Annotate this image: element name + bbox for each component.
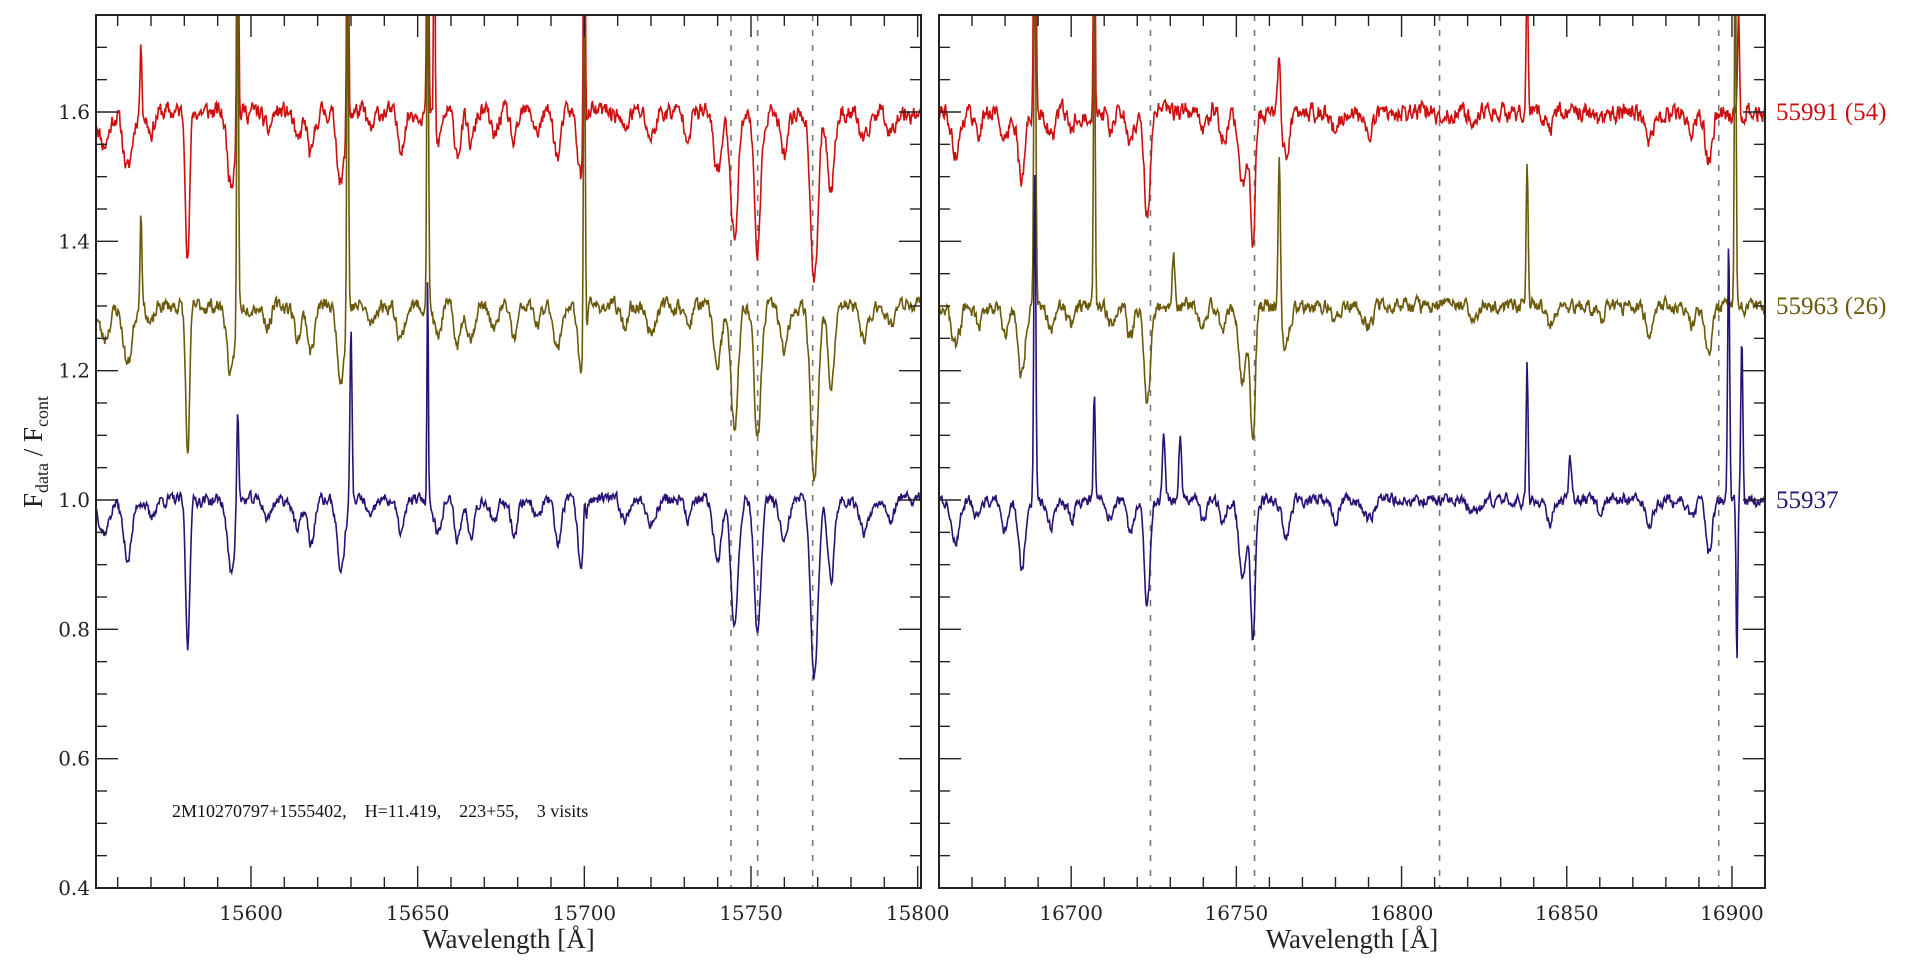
plot-frame — [938, 14, 1766, 889]
series-label: 55937 — [1776, 487, 1839, 514]
x-tick-label: 16800 — [1370, 901, 1434, 925]
y-tick-label: 1.4 — [58, 229, 90, 253]
y-tick-label: 0.8 — [58, 617, 90, 641]
spectra — [96, 15, 921, 680]
series-label: 55963 (26) — [1776, 293, 1886, 320]
spectrum-line-55963 — [939, 15, 1765, 440]
x-tick-label: 15750 — [719, 901, 783, 925]
spectra — [939, 15, 1765, 659]
y-tick-label: 0.6 — [58, 747, 90, 771]
series-labels: 55991 (54) 55963 (26) 55937 — [1776, 99, 1886, 514]
spectrum-line-55991 — [939, 15, 1765, 248]
spectrum-line-55937 — [96, 282, 921, 680]
x-tick-label: 16900 — [1700, 901, 1764, 925]
x-tick-label: 15800 — [886, 901, 950, 925]
x-tick-label: 15700 — [553, 901, 617, 925]
y-tick-label: 1.6 — [58, 100, 90, 124]
x-tick-label: 16700 — [1039, 901, 1103, 925]
spectrum-line-55937 — [939, 174, 1765, 659]
y-axis-label: Fdata / Fcont — [18, 396, 52, 508]
x-tick-label: 15600 — [219, 901, 283, 925]
x-axis-label: Wavelength [Å] — [422, 924, 595, 954]
star-annotation: 2M10270797+1555402, H=11.419, 223+55, 3 … — [172, 801, 588, 821]
x-axis-label: Wavelength [Å] — [1266, 924, 1439, 954]
x-tick-label: 15650 — [386, 901, 450, 925]
y-tick-label: 1.0 — [58, 488, 90, 512]
x-tick-label: 16750 — [1205, 901, 1269, 925]
y-tick-label: 1.2 — [58, 359, 90, 383]
x-tick-label: 16850 — [1535, 901, 1599, 925]
spectrum-line-55963 — [96, 15, 921, 482]
left-panel: 15600 15650 15700 15750 15800 Wavelength [Å] 0… — [58, 14, 950, 954]
y-tick-label: 0.4 — [58, 876, 90, 900]
spectrum-line-55991 — [96, 15, 921, 283]
series-label: 55991 (54) — [1776, 99, 1886, 126]
right-panel: 16700 16750 16800 16850 16900 Wavelength [Å] — [938, 14, 1766, 954]
plot-frame — [95, 14, 922, 889]
